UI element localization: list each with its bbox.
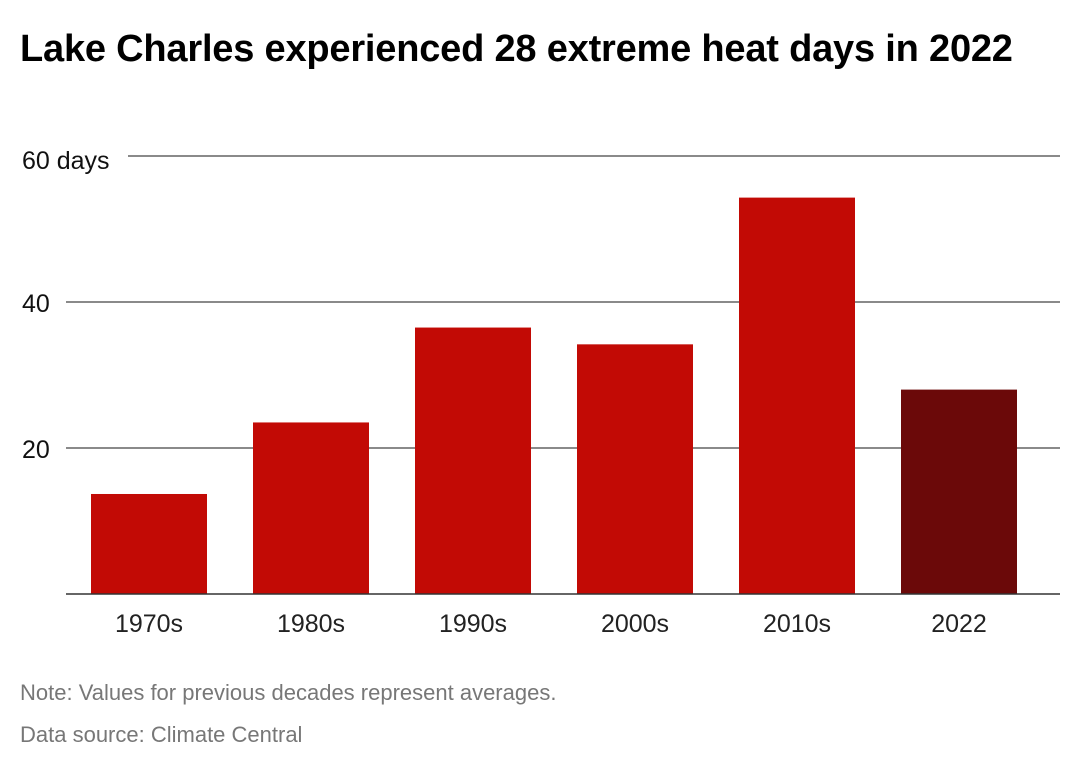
y-tick-label: 40 [22, 290, 50, 318]
bar-chart: 20 40 60 days 1970s 1980s 1990s 2000s 2010s 202… [22, 147, 1060, 638]
y-tick-label: 60 days [22, 147, 110, 175]
x-tick-label: 2000s [601, 610, 669, 638]
x-tick-label: 1970s [115, 610, 183, 638]
x-tick-label: 2010s [763, 610, 831, 638]
bar-1980s [253, 422, 369, 594]
bar-1990s [415, 327, 531, 594]
bar-2022 [901, 389, 1017, 594]
bar-1970s [91, 493, 207, 594]
data-source: Data source: Climate Central [20, 722, 303, 747]
chart-title: Lake Charles experienced 28 extreme heat… [20, 28, 1013, 70]
chart-note: Note: Values for previous decades repres… [20, 680, 557, 705]
bars [91, 197, 1017, 595]
gridlines [66, 155, 1060, 449]
x-tick-label: 1980s [277, 610, 345, 638]
x-tick-label: 1990s [439, 610, 507, 638]
y-axis-tick-labels: 20 40 60 days [22, 147, 110, 464]
x-axis-category-labels: 1970s 1980s 1990s 2000s 2010s 2022 [115, 610, 987, 638]
bar-2000s [577, 344, 693, 594]
y-tick-label: 20 [22, 436, 50, 464]
bar-2010s [739, 197, 855, 595]
x-tick-label: 2022 [931, 610, 987, 638]
